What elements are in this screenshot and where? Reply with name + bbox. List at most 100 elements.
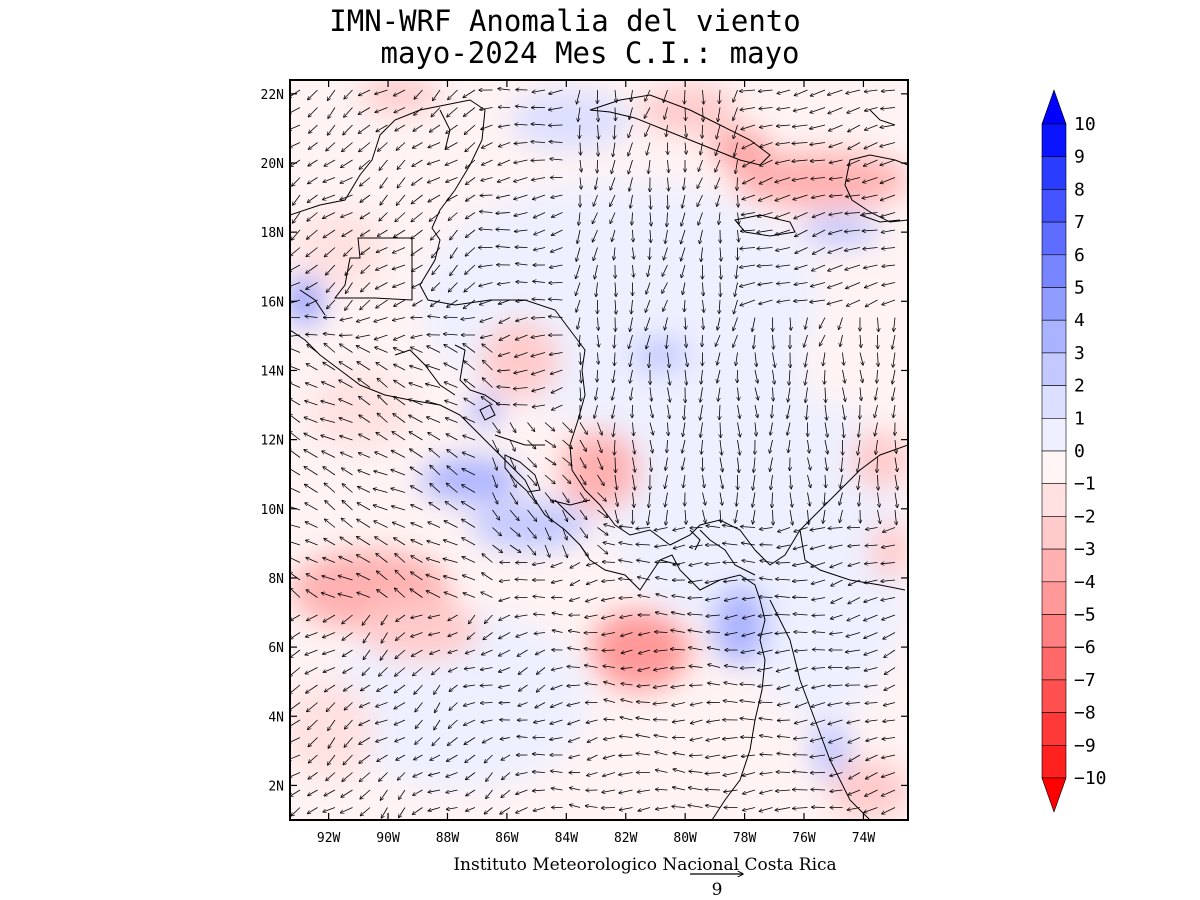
wind-vector bbox=[614, 439, 615, 455]
wind-vector bbox=[305, 316, 318, 317]
wind-vector bbox=[790, 474, 791, 489]
wind-vector bbox=[828, 264, 843, 271]
wind-vector bbox=[646, 334, 651, 349]
wind-vector bbox=[698, 212, 703, 226]
wind-vector bbox=[580, 352, 581, 365]
wind-vector bbox=[432, 247, 441, 258]
wind-vector bbox=[579, 422, 587, 435]
wind-vector bbox=[811, 562, 826, 568]
wind-vector bbox=[629, 334, 633, 349]
wind-vector bbox=[738, 229, 739, 242]
colorbar-label: −7 bbox=[1074, 670, 1096, 691]
wind-vector bbox=[306, 299, 318, 306]
wind-vector bbox=[480, 211, 493, 212]
wind-vector bbox=[357, 486, 371, 493]
wind-vector bbox=[858, 474, 861, 489]
wind-vector bbox=[754, 404, 758, 418]
wind-vector bbox=[498, 125, 511, 127]
wind-vector bbox=[807, 474, 811, 488]
wind-vector bbox=[551, 194, 563, 198]
wind-vector bbox=[492, 457, 498, 471]
wind-vector bbox=[321, 435, 336, 441]
wind-vector bbox=[411, 247, 423, 256]
wind-vector bbox=[794, 283, 808, 285]
wind-vector bbox=[410, 467, 423, 476]
wind-vector bbox=[531, 334, 546, 338]
wind-vector bbox=[432, 89, 441, 101]
wind-vector bbox=[443, 334, 458, 335]
wind-vector bbox=[720, 509, 721, 523]
wind-vector bbox=[326, 142, 336, 151]
wind-vector bbox=[880, 159, 896, 165]
wind-vector bbox=[848, 142, 861, 150]
wind-vector bbox=[580, 177, 581, 190]
wind-vector bbox=[813, 229, 826, 236]
wind-vector bbox=[648, 264, 651, 277]
wind-vector bbox=[410, 366, 423, 371]
wind-vector bbox=[788, 439, 790, 453]
wind-vector bbox=[549, 125, 563, 126]
wind-vector bbox=[290, 524, 301, 528]
wind-vector bbox=[715, 142, 721, 156]
wind-vector bbox=[772, 404, 773, 418]
wind-vector bbox=[892, 334, 896, 349]
wind-vector bbox=[755, 352, 757, 367]
wind-vector bbox=[445, 142, 458, 150]
wind-vector bbox=[894, 457, 897, 472]
wind-vector bbox=[391, 506, 406, 511]
wind-vector bbox=[482, 159, 493, 165]
wind-vector bbox=[509, 439, 515, 451]
wind-vector bbox=[722, 525, 738, 528]
wind-vector bbox=[794, 89, 808, 96]
wind-vector bbox=[705, 563, 721, 565]
wind-vector bbox=[579, 124, 580, 139]
wind-vector bbox=[667, 369, 671, 385]
wind-vector bbox=[461, 318, 476, 320]
colorbar-label: 6 bbox=[1074, 245, 1085, 266]
wind-vector bbox=[665, 457, 668, 471]
wind-vector bbox=[718, 387, 720, 402]
wind-vector bbox=[737, 177, 738, 191]
wind-vector bbox=[614, 492, 618, 507]
wind-vector bbox=[595, 177, 598, 190]
wind-vector bbox=[844, 247, 861, 251]
wind-vector bbox=[613, 422, 615, 437]
wind-vector bbox=[358, 470, 371, 476]
wind-vector bbox=[306, 540, 318, 546]
wind-vector bbox=[411, 229, 423, 239]
wind-vector bbox=[414, 107, 423, 116]
wind-vector bbox=[374, 521, 388, 528]
wind-vector bbox=[683, 422, 686, 437]
wind-vector bbox=[550, 369, 563, 374]
wind-vector bbox=[736, 352, 738, 366]
wind-vector bbox=[615, 299, 616, 314]
wind-vector bbox=[395, 553, 406, 563]
wind-vector bbox=[758, 90, 773, 91]
wind-vector bbox=[305, 503, 318, 511]
wind-vector bbox=[447, 194, 458, 201]
wind-vector bbox=[604, 524, 616, 528]
wind-vector bbox=[632, 474, 635, 490]
wind-vector bbox=[775, 177, 791, 183]
wind-vector bbox=[845, 195, 861, 197]
wind-vector bbox=[550, 247, 563, 253]
wind-vector bbox=[444, 363, 458, 371]
wind-vector bbox=[882, 265, 896, 267]
wind-vector bbox=[743, 159, 756, 167]
wind-vector bbox=[290, 282, 301, 288]
wind-vector bbox=[598, 317, 599, 331]
wind-vector bbox=[811, 264, 826, 271]
wind-vector bbox=[358, 378, 371, 388]
wind-vector bbox=[859, 352, 863, 366]
wind-vector bbox=[772, 492, 773, 508]
wind-vector bbox=[824, 422, 828, 438]
wind-vector bbox=[793, 544, 808, 549]
wind-vector bbox=[771, 474, 773, 490]
wind-vector bbox=[445, 159, 458, 165]
wind-vector bbox=[356, 317, 371, 322]
wind-vector bbox=[740, 248, 756, 249]
wind-vector bbox=[497, 387, 511, 388]
wind-vector bbox=[579, 474, 586, 485]
wind-vector bbox=[700, 404, 703, 420]
wind-vector bbox=[359, 415, 371, 423]
